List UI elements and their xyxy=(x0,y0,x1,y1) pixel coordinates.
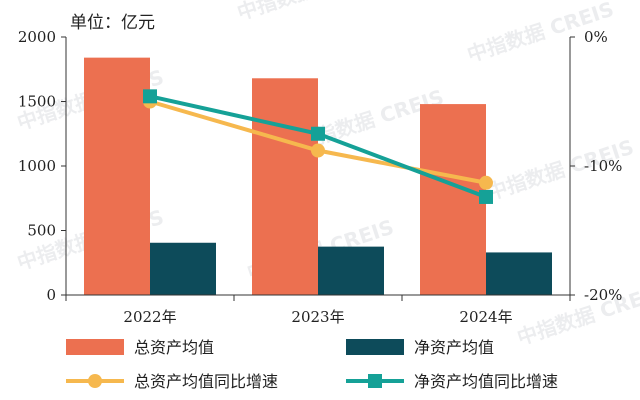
right-tick-label: -20% xyxy=(584,286,622,304)
legend-label: 净资产均值 xyxy=(414,338,494,357)
point-total-assets-growth xyxy=(479,175,493,190)
legend-swatch xyxy=(66,339,124,355)
bar-net-assets xyxy=(150,242,216,295)
bar-net-assets xyxy=(486,252,552,295)
left-tick-label: 1000 xyxy=(18,157,56,175)
bar-total-assets xyxy=(252,78,318,295)
right-tick-label: -10% xyxy=(584,157,622,175)
left-tick-label: 2000 xyxy=(18,28,56,46)
point-net-assets-growth xyxy=(143,89,157,104)
legend-swatch xyxy=(346,339,404,355)
left-tick-label: 500 xyxy=(27,222,56,240)
bar-total-assets xyxy=(84,57,150,295)
legend-label: 总资产均值 xyxy=(134,338,214,357)
left-tick-label: 0 xyxy=(46,286,56,304)
bars xyxy=(84,57,552,295)
bar-net-assets xyxy=(318,246,384,295)
point-total-assets-growth xyxy=(311,143,325,158)
point-net-assets-growth xyxy=(311,126,325,141)
legend-label: 净资产均值同比增速 xyxy=(414,372,558,391)
legend-marker xyxy=(368,374,382,388)
left-tick-label: 1500 xyxy=(18,93,56,111)
axes xyxy=(65,37,571,301)
x-tick-label: 2023年 xyxy=(291,308,344,326)
right-axis: -20% -10% 0% xyxy=(570,28,622,304)
watermark-text: 中指数据 CREIS xyxy=(234,0,387,25)
lines xyxy=(143,89,493,204)
x-tick-label: 2022年 xyxy=(123,308,176,326)
point-net-assets-growth xyxy=(479,189,493,204)
legend-label: 总资产均值同比增速 xyxy=(134,372,278,391)
legend-marker xyxy=(88,374,102,388)
bar-total-assets xyxy=(420,104,486,295)
left-axis: 0 500 1000 1500 2000 xyxy=(18,28,66,304)
right-tick-label: 0% xyxy=(584,28,608,46)
unit-label: 单位：亿元 xyxy=(70,13,155,33)
x-axis: 2022年 2023年 2024年 xyxy=(123,308,512,326)
x-tick-label: 2024年 xyxy=(459,308,512,326)
